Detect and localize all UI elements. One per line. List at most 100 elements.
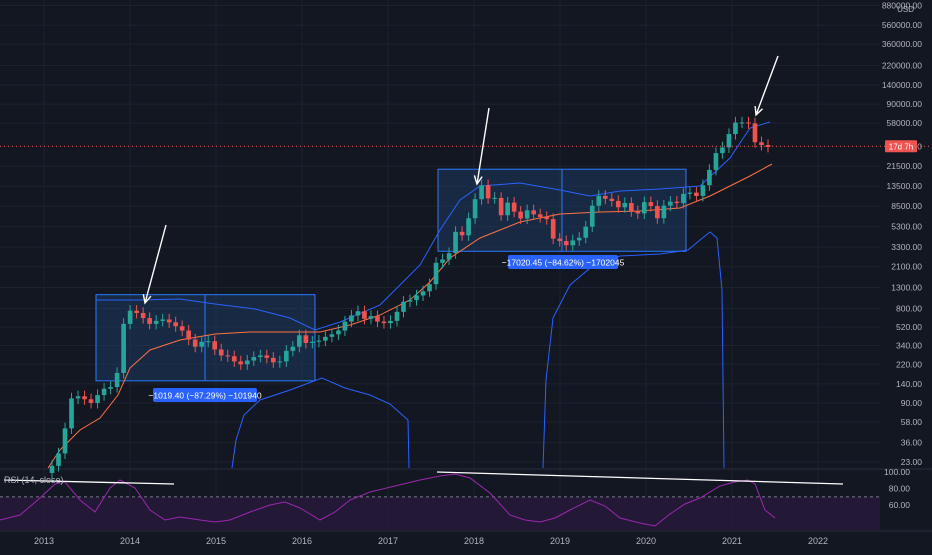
candle-body bbox=[622, 203, 628, 208]
candle-body bbox=[570, 240, 576, 246]
price-tick-label: 340.00 bbox=[896, 340, 922, 350]
candle bbox=[635, 205, 641, 219]
candle-body bbox=[707, 169, 712, 186]
candle bbox=[114, 367, 120, 393]
candle bbox=[479, 179, 484, 205]
candle-body bbox=[648, 202, 654, 207]
price-tick-label: 5300.00 bbox=[891, 222, 922, 232]
candle-body bbox=[284, 350, 289, 362]
candle-body bbox=[179, 326, 185, 331]
candle-body bbox=[394, 311, 400, 321]
candle bbox=[466, 212, 471, 241]
candle bbox=[642, 196, 647, 219]
candle-body bbox=[596, 195, 602, 206]
time-axis: 2013 2014 2015 2016 2017 2018 2019 2020 2021 2022 bbox=[34, 536, 828, 546]
arrow-head bbox=[473, 175, 483, 186]
candle bbox=[199, 336, 205, 353]
candle-body bbox=[101, 388, 107, 396]
candle-body bbox=[160, 319, 165, 321]
candle bbox=[375, 310, 380, 328]
candle bbox=[212, 335, 218, 355]
candle bbox=[628, 197, 634, 217]
candle-body bbox=[153, 320, 159, 324]
candle bbox=[368, 310, 374, 325]
year-label: 2015 bbox=[206, 536, 226, 546]
price-tick-label: 90000.00 bbox=[887, 99, 923, 109]
candle-body bbox=[251, 357, 257, 361]
candle-body bbox=[446, 253, 452, 260]
candle bbox=[277, 355, 283, 368]
candle-body bbox=[655, 206, 660, 219]
candle-body bbox=[459, 231, 465, 236]
candle bbox=[134, 304, 139, 319]
rsi-axis: 60.00 80.00 100.00 bbox=[884, 467, 910, 510]
candle-body bbox=[310, 341, 315, 343]
candle bbox=[75, 390, 81, 404]
candle-body bbox=[323, 336, 328, 341]
candle bbox=[485, 179, 491, 204]
measure-label-bg bbox=[153, 388, 257, 402]
candle-body bbox=[635, 211, 641, 214]
candle bbox=[290, 341, 296, 357]
price-tick-label: 8500.00 bbox=[891, 201, 922, 211]
price-tick-label: 13500.00 bbox=[887, 181, 923, 191]
candle bbox=[505, 196, 510, 221]
last-price-bg bbox=[885, 140, 917, 153]
candle bbox=[524, 204, 530, 225]
candle-body bbox=[173, 322, 178, 327]
candle-body bbox=[108, 387, 113, 389]
candle bbox=[238, 355, 244, 370]
candle bbox=[140, 307, 146, 324]
candle-body bbox=[75, 396, 81, 399]
candle-body bbox=[687, 192, 693, 194]
candle-body bbox=[433, 262, 439, 285]
candle-body bbox=[589, 205, 595, 227]
candle bbox=[609, 193, 615, 207]
candle bbox=[166, 313, 172, 328]
candle-body bbox=[192, 339, 198, 347]
candle bbox=[583, 220, 589, 244]
candle bbox=[459, 226, 465, 241]
candle bbox=[563, 235, 569, 251]
candle bbox=[602, 190, 608, 205]
candle bbox=[668, 195, 673, 212]
candle bbox=[264, 349, 270, 364]
candle bbox=[101, 383, 107, 401]
candle bbox=[733, 116, 738, 140]
last-price-countdown: 17d 7h bbox=[889, 142, 913, 151]
candle bbox=[108, 381, 113, 395]
candle-body bbox=[726, 134, 732, 148]
arrow-shaft bbox=[144, 224, 167, 304]
year-label: 2014 bbox=[120, 536, 140, 546]
candle bbox=[270, 352, 276, 368]
candle-body bbox=[264, 355, 270, 358]
candle-body bbox=[681, 193, 686, 204]
candle bbox=[310, 336, 315, 349]
measure-label: −1019.40 (−87.29%) −101940 bbox=[148, 388, 262, 402]
candle-body bbox=[550, 219, 556, 239]
candle-body bbox=[576, 237, 582, 241]
band-lower-line bbox=[231, 377, 410, 469]
candle bbox=[56, 447, 61, 472]
candle-body bbox=[720, 147, 725, 154]
candle-body bbox=[661, 205, 667, 219]
candle-body bbox=[414, 295, 419, 301]
year-label: 2018 bbox=[464, 536, 484, 546]
candle-body bbox=[440, 259, 445, 263]
year-label: 2021 bbox=[722, 536, 742, 546]
candle bbox=[544, 211, 550, 225]
candle bbox=[49, 460, 55, 479]
candle-body bbox=[739, 122, 745, 124]
candle-body bbox=[225, 355, 231, 357]
rsi-line bbox=[0, 473, 776, 527]
measure-boxes bbox=[95, 168, 687, 382]
candle-body bbox=[472, 199, 478, 219]
candle-body bbox=[602, 195, 608, 199]
candle-body bbox=[492, 197, 497, 199]
measure-label: −17020.45 (−84.62%) −1702045 bbox=[502, 255, 625, 269]
price-tick-label: 220.00 bbox=[896, 359, 922, 369]
candle-body bbox=[628, 203, 634, 212]
candle-body bbox=[336, 330, 341, 335]
